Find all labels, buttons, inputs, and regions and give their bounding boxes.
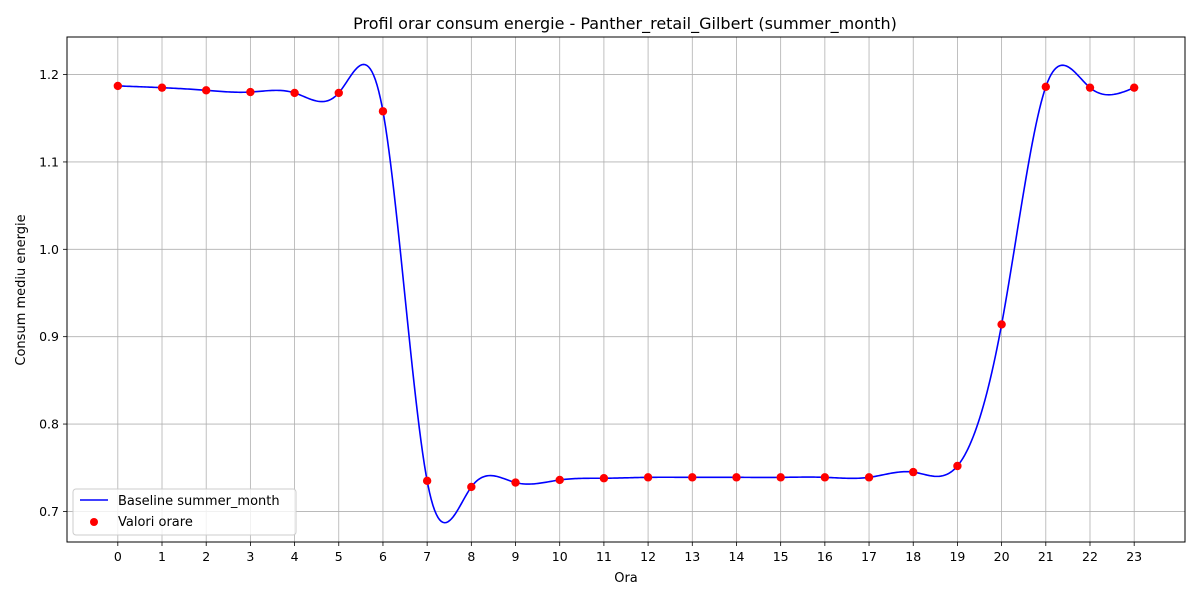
hourly-value-point <box>511 478 520 487</box>
hourly-value-point <box>113 81 123 91</box>
legend-marker-swatch <box>90 518 98 526</box>
legend: Baseline summer_month Valori orare <box>72 488 297 536</box>
x-tick-label: 11 <box>596 549 612 564</box>
y-tick-label: 0.9 <box>39 329 59 344</box>
x-tick-label: 4 <box>291 549 299 564</box>
x-tick-label: 6 <box>379 549 387 564</box>
hourly-value-point <box>1041 82 1051 92</box>
x-axis-label: Ora <box>614 571 638 586</box>
x-tick-label: 12 <box>640 549 656 564</box>
x-tick-label: 17 <box>861 549 877 564</box>
x-tick-label: 3 <box>246 549 254 564</box>
hourly-value-point <box>334 88 343 98</box>
axis-ticks: 0 1 2 3 4 5 6 7 8 9 10 11 12 13 14 15 16 17 18 19 20 21 22 230.… <box>39 67 1142 564</box>
y-tick-label: 0.7 <box>39 504 59 519</box>
grid-lines <box>67 37 1185 542</box>
y-axis-label: Consum mediu energie <box>14 214 29 365</box>
hourly-value-point <box>1129 83 1139 92</box>
hourly-value-point <box>422 476 432 486</box>
x-tick-label: 7 <box>423 549 431 564</box>
x-tick-label: 16 <box>817 549 833 564</box>
legend-label-baseline: Baseline summer_month <box>118 494 280 509</box>
hourly-value-point <box>909 467 918 477</box>
hourly-value-point <box>378 107 388 116</box>
chart-title: Profil orar consum energie - Panther_ret… <box>353 14 897 34</box>
y-tick-label: 0.8 <box>39 417 59 432</box>
hourly-value-point <box>997 320 1006 329</box>
baseline-line <box>117 63 1135 524</box>
hourly-value-point <box>1085 83 1095 92</box>
hourly-value-point <box>953 461 962 471</box>
x-tick-label: 2 <box>202 549 210 564</box>
x-tick-label: 21 <box>1038 549 1054 564</box>
hourly-value-point <box>201 86 211 95</box>
plot-frame <box>66 36 1186 543</box>
hourly-value-point <box>157 83 167 92</box>
y-tick-label: 1.2 <box>39 67 59 82</box>
legend-box <box>72 488 297 536</box>
x-tick-label: 23 <box>1126 549 1142 564</box>
hourly-value-point <box>820 473 830 482</box>
x-tick-label: 18 <box>905 549 921 564</box>
x-tick-label: 10 <box>552 549 568 564</box>
x-tick-label: 13 <box>684 549 700 564</box>
hourly-value-point <box>732 473 741 482</box>
x-tick-label: 0 <box>114 549 122 564</box>
legend-label-hourly: Valori orare <box>118 515 193 530</box>
hourly-value-point <box>599 474 609 483</box>
x-tick-label: 9 <box>512 549 520 564</box>
x-tick-label: 20 <box>994 549 1010 564</box>
x-tick-label: 15 <box>773 549 789 564</box>
x-tick-label: 5 <box>335 549 343 564</box>
x-tick-label: 19 <box>949 549 965 564</box>
x-tick-label: 1 <box>158 549 166 564</box>
hourly-value-point <box>864 473 874 482</box>
x-tick-label: 22 <box>1082 549 1098 564</box>
hourly-value-point <box>555 475 564 485</box>
hourly-value-point <box>246 87 255 97</box>
x-tick-label: 14 <box>729 549 745 564</box>
hourly-value-point <box>467 482 476 492</box>
hourly-value-point <box>776 473 785 482</box>
hourly-value-point <box>688 473 697 482</box>
hourly-value-point <box>290 88 299 98</box>
y-tick-label: 1.0 <box>39 242 59 257</box>
hourly-value-point <box>643 473 653 482</box>
x-tick-label: 8 <box>467 549 475 564</box>
series-layer <box>113 63 1139 524</box>
y-tick-label: 1.1 <box>39 154 59 169</box>
